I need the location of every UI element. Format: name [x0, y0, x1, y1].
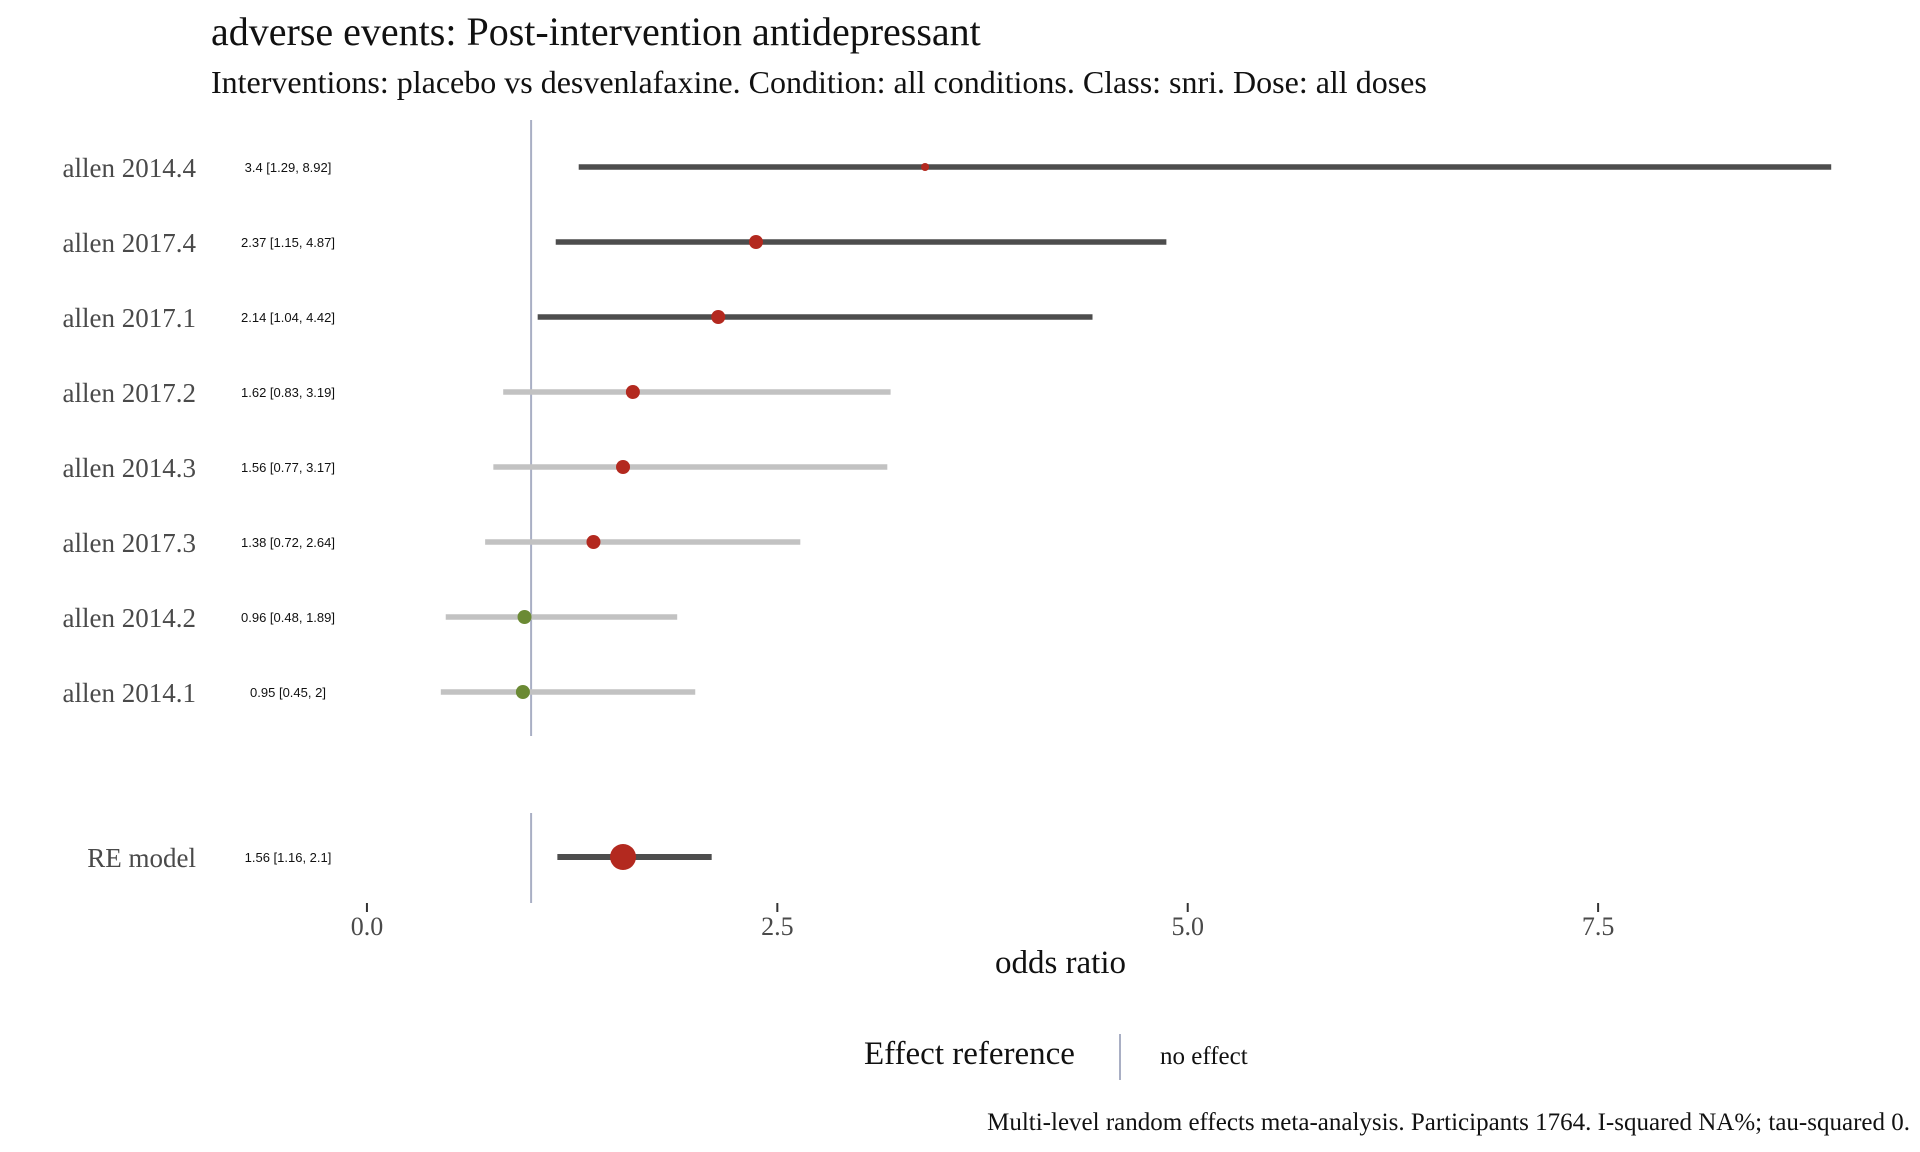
study-ci-text-1: 2.37 [1.15, 4.87]	[241, 235, 335, 250]
legend-reference-line-key	[1119, 1034, 1121, 1080]
x-tick-label-2: 5.0	[1171, 912, 1204, 941]
study-label-7: allen 2014.1	[63, 678, 196, 708]
study-label-0: allen 2014.4	[63, 153, 197, 183]
study-ci-text-3: 1.62 [0.83, 3.19]	[241, 385, 335, 400]
study-point-0	[921, 163, 930, 171]
study-point-1	[748, 235, 763, 249]
x-tick-label-1: 2.5	[761, 912, 794, 941]
summary-ci-text: 1.56 [1.16, 2.1]	[245, 850, 332, 865]
study-point-4	[616, 460, 631, 474]
study-ci-text-2: 2.14 [1.04, 4.42]	[241, 310, 335, 325]
study-label-4: allen 2014.3	[63, 453, 196, 483]
x-tick-label-0: 0.0	[351, 912, 384, 941]
summary-point	[610, 844, 637, 870]
study-ci-text-7: 0.95 [0.45, 2]	[250, 685, 326, 700]
legend-label: no effect	[1160, 1043, 1248, 1070]
study-label-2: allen 2017.1	[63, 303, 196, 333]
chart-title: adverse events: Post-intervention antide…	[211, 9, 981, 54]
x-tick-label-3: 7.5	[1582, 912, 1615, 941]
study-ci-text-4: 1.56 [0.77, 3.17]	[241, 460, 335, 475]
study-label-5: allen 2017.3	[63, 528, 196, 558]
study-point-5	[586, 535, 601, 549]
chart-caption: Multi-level random effects meta-analysis…	[987, 1109, 1910, 1136]
legend-title: Effect reference	[864, 1036, 1075, 1072]
study-point-7	[515, 685, 530, 699]
study-label-3: allen 2017.2	[63, 378, 196, 408]
study-label-1: allen 2017.4	[63, 228, 197, 258]
x-axis-title: odds ratio	[995, 945, 1126, 981]
chart-subtitle: Interventions: placebo vs desvenlafaxine…	[211, 64, 1427, 100]
study-point-6	[517, 610, 532, 624]
summary-label: RE model	[87, 843, 196, 873]
study-ci-text-0: 3.4 [1.29, 8.92]	[245, 160, 332, 175]
study-label-6: allen 2014.2	[63, 603, 196, 633]
study-ci-text-6: 0.96 [0.48, 1.89]	[241, 610, 335, 625]
study-point-3	[625, 385, 640, 399]
study-point-2	[711, 310, 726, 324]
study-ci-text-5: 1.38 [0.72, 2.64]	[241, 535, 335, 550]
